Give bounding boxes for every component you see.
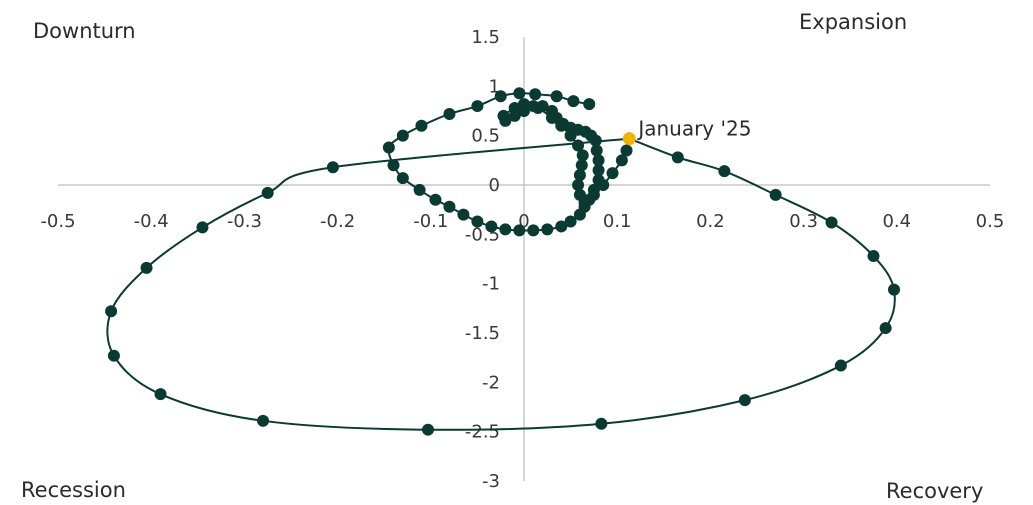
- data-point: [564, 129, 577, 142]
- x-tick-label: 0.5: [976, 211, 1005, 232]
- y-tick-label: -1: [482, 274, 500, 295]
- data-point: [497, 109, 510, 122]
- data-point: [555, 119, 568, 132]
- x-tick-label: -0.5: [40, 211, 75, 232]
- data-point: [443, 107, 456, 120]
- data-point: [457, 208, 470, 221]
- data-point: [326, 161, 339, 174]
- data-point: [592, 164, 605, 177]
- y-tick-label: -1.5: [465, 323, 500, 344]
- data-point: [567, 95, 580, 108]
- data-point: [620, 144, 633, 157]
- data-point: [564, 215, 577, 228]
- data-point: [396, 172, 409, 185]
- x-tick-label: 0.1: [603, 211, 632, 232]
- data-point: [606, 167, 619, 180]
- y-tick-label: 1: [489, 76, 500, 97]
- quadrant-label-recession: Recession: [21, 478, 126, 502]
- data-point: [196, 221, 209, 234]
- data-point: [671, 151, 684, 164]
- data-point: [471, 215, 484, 228]
- quadrant-label-expansion: Expansion: [799, 10, 907, 34]
- data-point: [382, 141, 395, 154]
- data-point: [825, 216, 838, 229]
- data-point: [415, 119, 428, 132]
- data-point: [429, 193, 442, 206]
- series-layer: [105, 87, 901, 436]
- data-point: [513, 224, 526, 237]
- data-point: [590, 144, 603, 157]
- y-tick-label: 1.5: [471, 27, 500, 48]
- data-point: [879, 322, 892, 335]
- data-point: [597, 179, 610, 191]
- data-point: [494, 90, 507, 103]
- y-tick-label: 0.5: [471, 126, 500, 147]
- data-point: [531, 102, 544, 115]
- x-tick-label: -0.3: [227, 211, 262, 232]
- data-point: [738, 394, 751, 407]
- series-line: [106, 137, 896, 431]
- data-point: [471, 100, 484, 113]
- data-point: [834, 359, 847, 372]
- data-point: [107, 349, 120, 362]
- data-point: [529, 88, 542, 101]
- x-tick-labels: -0.5 -0.4 -0.3 -0.2 -0.1 0 0.1 0.2 0.3 0.4 0.5: [40, 211, 1004, 232]
- data-point: [555, 220, 568, 233]
- highlight-point-january-25: [622, 132, 636, 146]
- data-point: [443, 200, 456, 213]
- data-point: [485, 220, 498, 233]
- data-point: [576, 149, 589, 162]
- data-point: [888, 283, 901, 296]
- x-tick-label: -0.4: [134, 211, 169, 232]
- x-tick-label: 0.2: [696, 211, 725, 232]
- y-tick-label: -2.5: [465, 422, 500, 443]
- data-point: [718, 165, 731, 178]
- data-point: [572, 139, 585, 152]
- data-point: [261, 186, 274, 199]
- data-point: [572, 179, 585, 191]
- data-point: [769, 188, 782, 201]
- x-tick-label: 0: [518, 211, 529, 232]
- data-point: [422, 423, 435, 436]
- data-point: [550, 90, 563, 103]
- data-point: [413, 183, 426, 196]
- y-tick-labels: 1.510.50-0.5-1-1.5-2-2.5-3: [465, 27, 500, 492]
- data-point: [595, 417, 608, 430]
- data-point: [513, 87, 526, 100]
- data-point: [578, 196, 591, 209]
- data-point: [527, 224, 540, 237]
- data-point: [396, 129, 409, 142]
- data-point: [545, 111, 558, 124]
- data-point: [508, 102, 521, 115]
- data-point: [105, 305, 118, 318]
- y-tick-label: -2: [482, 372, 500, 393]
- quadrant-label-recovery: Recovery: [886, 479, 983, 503]
- x-tick-label: -0.1: [413, 211, 448, 232]
- x-tick-label: 0.4: [882, 211, 911, 232]
- quadrant-label-downturn: Downturn: [33, 19, 136, 43]
- data-point: [615, 154, 628, 167]
- y-tick-label: -3: [482, 471, 500, 492]
- data-point: [592, 154, 605, 167]
- data-point: [541, 223, 554, 236]
- data-point: [587, 188, 600, 201]
- data-point: [573, 169, 586, 182]
- x-tick-label: 0.3: [789, 211, 818, 232]
- data-point: [154, 388, 167, 401]
- annotation-label: January '25: [636, 117, 751, 141]
- y-tick-label: 0: [489, 175, 500, 196]
- data-point: [583, 98, 596, 111]
- data-point: [499, 223, 512, 236]
- data-point: [257, 414, 270, 427]
- data-point: [140, 261, 153, 274]
- data-point: [387, 159, 400, 172]
- x-tick-label: -0.2: [320, 211, 355, 232]
- data-point: [575, 159, 588, 172]
- data-point: [867, 250, 880, 263]
- data-point: [518, 98, 530, 111]
